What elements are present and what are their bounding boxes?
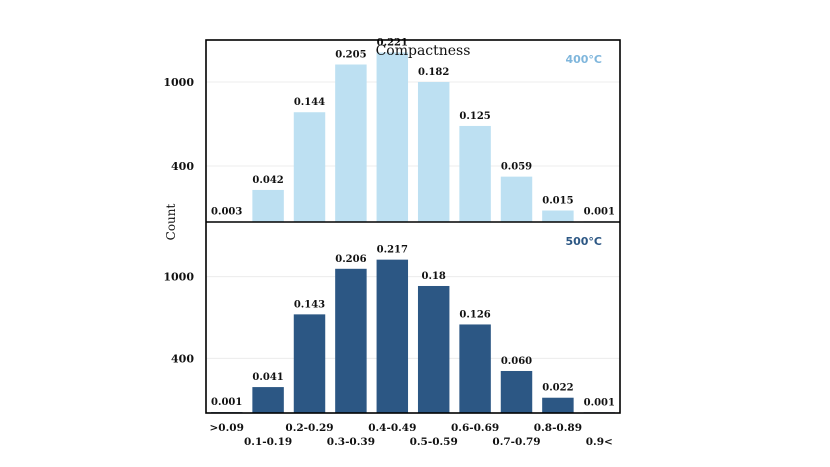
y-tick-label: 400 — [171, 352, 194, 365]
bar — [459, 125, 491, 222]
x-tick-label: 0.7-0.79 — [492, 436, 540, 448]
data-label: 0.221 — [377, 37, 408, 48]
x-tick-label: 0.6-0.69 — [451, 422, 499, 434]
bar — [376, 259, 409, 413]
data-label: 0.126 — [459, 309, 490, 320]
legend-entry: 400°C — [565, 53, 602, 66]
y-tick-label: 1000 — [163, 76, 194, 89]
data-label: 0.125 — [459, 111, 490, 122]
bar — [252, 189, 284, 222]
data-label: 0.205 — [335, 50, 366, 61]
bar — [252, 387, 284, 413]
bar — [417, 82, 450, 222]
data-label: 0.001 — [584, 206, 615, 217]
bar — [542, 210, 574, 222]
data-label: 0.022 — [542, 383, 573, 394]
bar — [542, 397, 574, 413]
x-tick-label: 0.5-0.59 — [410, 436, 458, 448]
data-label: 0.042 — [252, 175, 283, 186]
x-tick-label: 0.2-0.29 — [285, 422, 333, 434]
bar — [459, 324, 491, 413]
x-tick-label: 0.1-0.19 — [244, 436, 292, 448]
data-label: 0.18 — [422, 271, 446, 282]
bar — [335, 268, 367, 413]
data-label: 0.001 — [584, 397, 615, 408]
x-tick-label: >0.09 — [210, 422, 244, 434]
data-label: 0.217 — [377, 245, 408, 256]
data-label: 0.206 — [335, 254, 366, 265]
y-axis-label: Count — [164, 203, 178, 240]
data-label: 0.144 — [294, 97, 325, 108]
bar — [335, 64, 367, 222]
y-tick-label: 400 — [171, 160, 194, 173]
legend-entry: 500°C — [565, 235, 602, 248]
plot-frame — [205, 39, 621, 414]
x-tick-label: 0.9< — [586, 436, 613, 448]
bar — [417, 285, 450, 413]
x-tick-label: 0.3-0.39 — [327, 436, 375, 448]
data-label: 0.143 — [294, 299, 325, 310]
chart-title: Compactness — [376, 43, 471, 59]
bar — [500, 176, 533, 222]
data-label: 0.041 — [252, 372, 283, 383]
data-label: 0.060 — [501, 356, 532, 367]
data-label: 0.059 — [501, 162, 532, 173]
bar — [293, 112, 326, 222]
data-label: 0.015 — [542, 196, 573, 207]
x-tick-label: 0.8-0.89 — [534, 422, 582, 434]
data-label: 0.182 — [418, 67, 449, 78]
y-tick-label: 1000 — [163, 271, 194, 284]
bar — [293, 314, 326, 413]
data-label: 0.001 — [211, 397, 242, 408]
bar — [376, 52, 409, 223]
x-tick-label: 0.4-0.49 — [368, 422, 416, 434]
data-label: 0.003 — [211, 206, 242, 217]
bar — [500, 370, 533, 413]
